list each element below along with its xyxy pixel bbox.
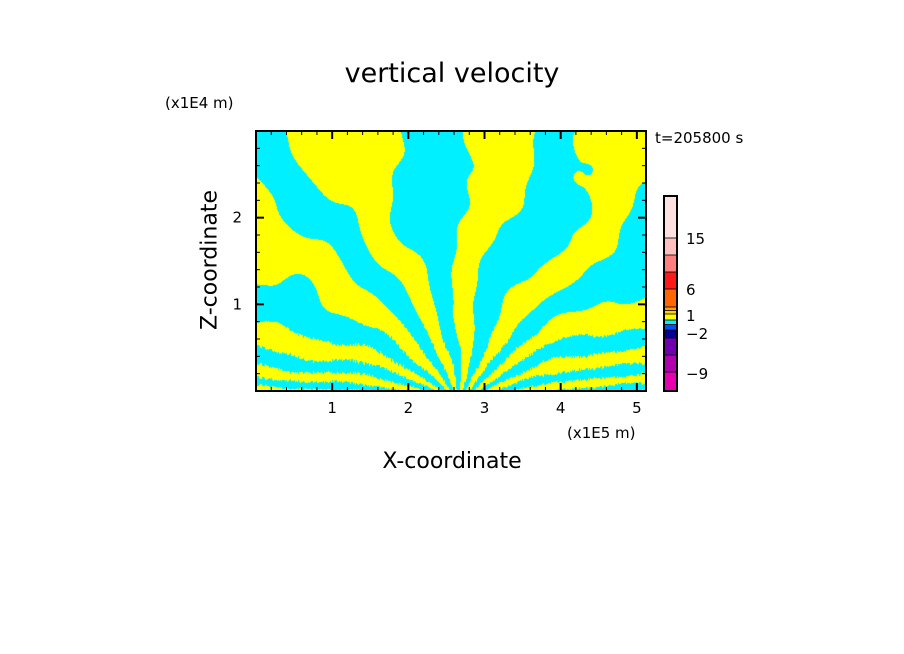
colorbar-segment: [664, 314, 677, 320]
colorbar-segment: [664, 355, 677, 372]
colorbar-label: 15: [686, 230, 705, 248]
chart-title: vertical velocity: [344, 58, 560, 89]
x-tick-label: 4: [556, 399, 566, 417]
colorbar-segment: [664, 310, 677, 314]
time-label: t=205800 s: [655, 129, 744, 147]
x-tick-label: 3: [480, 399, 490, 417]
colorbar-frame: [663, 195, 678, 392]
colorbar-segment: [664, 320, 677, 325]
colorbar-segment: [664, 307, 677, 311]
colorbar-segment: [664, 272, 677, 289]
x-tick-label: 2: [404, 399, 414, 417]
x-axis-unit: (x1E5 m): [567, 424, 636, 442]
colorbar-label: −2: [686, 325, 708, 343]
y-axis-unit: (x1E4 m): [165, 94, 234, 112]
colorbar-label: 1: [686, 307, 696, 325]
colorbar-segment: [664, 330, 677, 338]
colorbar-segment: [664, 324, 677, 330]
x-tick-label: 5: [632, 399, 642, 417]
y-tick-label: 2: [232, 209, 242, 227]
colorbar-segment: [664, 255, 677, 272]
colorbar-label: −9: [686, 365, 708, 383]
colorbar-segment: [664, 289, 677, 307]
plot-frame: [255, 130, 647, 392]
x-axis-label: X-coordinate: [382, 449, 522, 474]
colorbar-segment: [664, 196, 677, 238]
colorbar-label: 6: [686, 281, 696, 299]
x-tick-label: 1: [327, 399, 337, 417]
colorbar-segment: [664, 338, 677, 355]
velocity-field: [256, 131, 646, 391]
colorbar-segment: [664, 372, 677, 391]
y-tick-label: 1: [232, 295, 242, 313]
colorbar-segment: [664, 238, 677, 255]
